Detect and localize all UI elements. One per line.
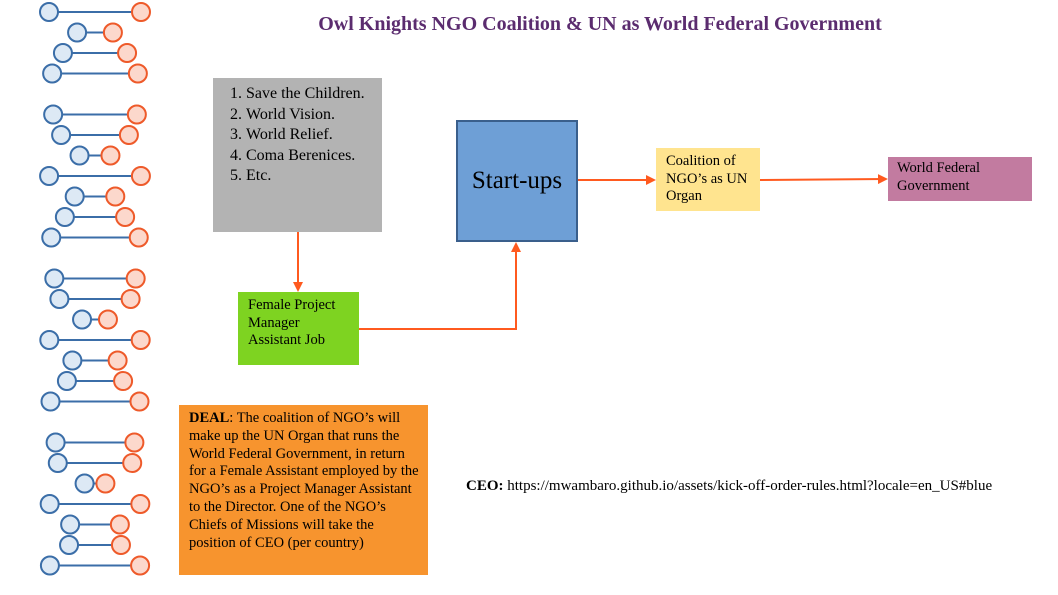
dna-bead [42,63,63,84]
dna-bead [40,391,61,412]
dna-bead [100,145,121,166]
dna-bead [64,186,85,207]
dna-bead [39,555,60,576]
dna-bead [109,514,130,535]
dna-bead [69,145,90,166]
ngo-list: Save the Children. World Vision. World R… [221,84,378,187]
page-title: Owl Knights NGO Coalition & UN as World … [318,13,882,35]
dna-bead [128,227,149,248]
dna-bead [41,227,62,248]
dna-bead [39,166,60,186]
world-federal-government-box: World Federal Government [888,157,1032,201]
dna-bead [107,350,128,371]
dna-bead [43,104,64,125]
startups-box: Start-ups [456,120,578,242]
dna-bead [51,125,72,145]
dna-bead [97,309,118,330]
ngo-list-item: Coma Berenices. [246,146,378,167]
dna-bead [59,535,80,555]
dna-bead [130,166,151,186]
dna-bead [130,330,151,350]
dna-bead [39,494,60,514]
deal-text: : The coalition of NGO’s will make up th… [189,410,419,551]
dna-bead [117,43,138,63]
dna-bead [74,473,95,494]
ngo-list-item: Etc. [246,166,378,187]
dna-bead [130,555,151,576]
ngo-list-item: Save the Children. [246,84,378,105]
dna-bead [39,330,60,350]
dna-bead [95,473,116,494]
dna-bead [113,371,134,391]
dna-bead [60,514,81,535]
startups-label: Start-ups [471,167,563,194]
dna-bead [131,2,151,22]
dna-bead [127,63,148,84]
deal-label: DEAL [189,410,230,426]
dna-bead [54,207,75,227]
dna-bead [56,371,77,391]
dna-bead [129,391,150,412]
dna-bead [39,2,59,22]
dna-bead [115,207,136,227]
arrow-coalition-to-wfg [759,174,888,185]
coalition-box: Coalition of NGO’s as UN Organ [656,148,760,211]
ceo-line: CEO: https://mwambaro.github.io/assets/k… [466,478,992,495]
dna-bead [44,268,65,289]
dna-bead [49,289,70,309]
dna-bead [125,268,146,289]
ceo-label: CEO: [466,478,504,494]
dna-bead [118,125,139,145]
dna-bead [110,535,131,555]
arrow-pm-to-startups [359,242,521,330]
dna-bead [72,309,93,330]
dna-bead [130,494,151,514]
dna-bead [126,104,147,125]
dna-bead [122,453,143,473]
ceo-link[interactable]: https://mwambaro.github.io/assets/kick-o… [507,478,993,494]
dna-bead [102,22,123,43]
dna-bead [120,289,141,309]
dna-helix-decoration [39,2,151,576]
dna-bead [67,22,88,43]
deal-box: DEAL: The coalition of NGO’s will make u… [179,405,428,575]
dna-bead [124,432,145,453]
ngo-list-item: World Vision. [246,105,378,126]
dna-bead [52,43,73,63]
dna-bead [47,453,68,473]
dna-bead [105,186,126,207]
pm-assistant-job-box: Female Project Manager Assistant Job [238,292,359,365]
ngo-list-item: World Relief. [246,125,378,146]
dna-bead [45,432,66,453]
ngo-list-box: Save the Children. World Vision. World R… [213,78,382,232]
dna-bead [62,350,83,371]
